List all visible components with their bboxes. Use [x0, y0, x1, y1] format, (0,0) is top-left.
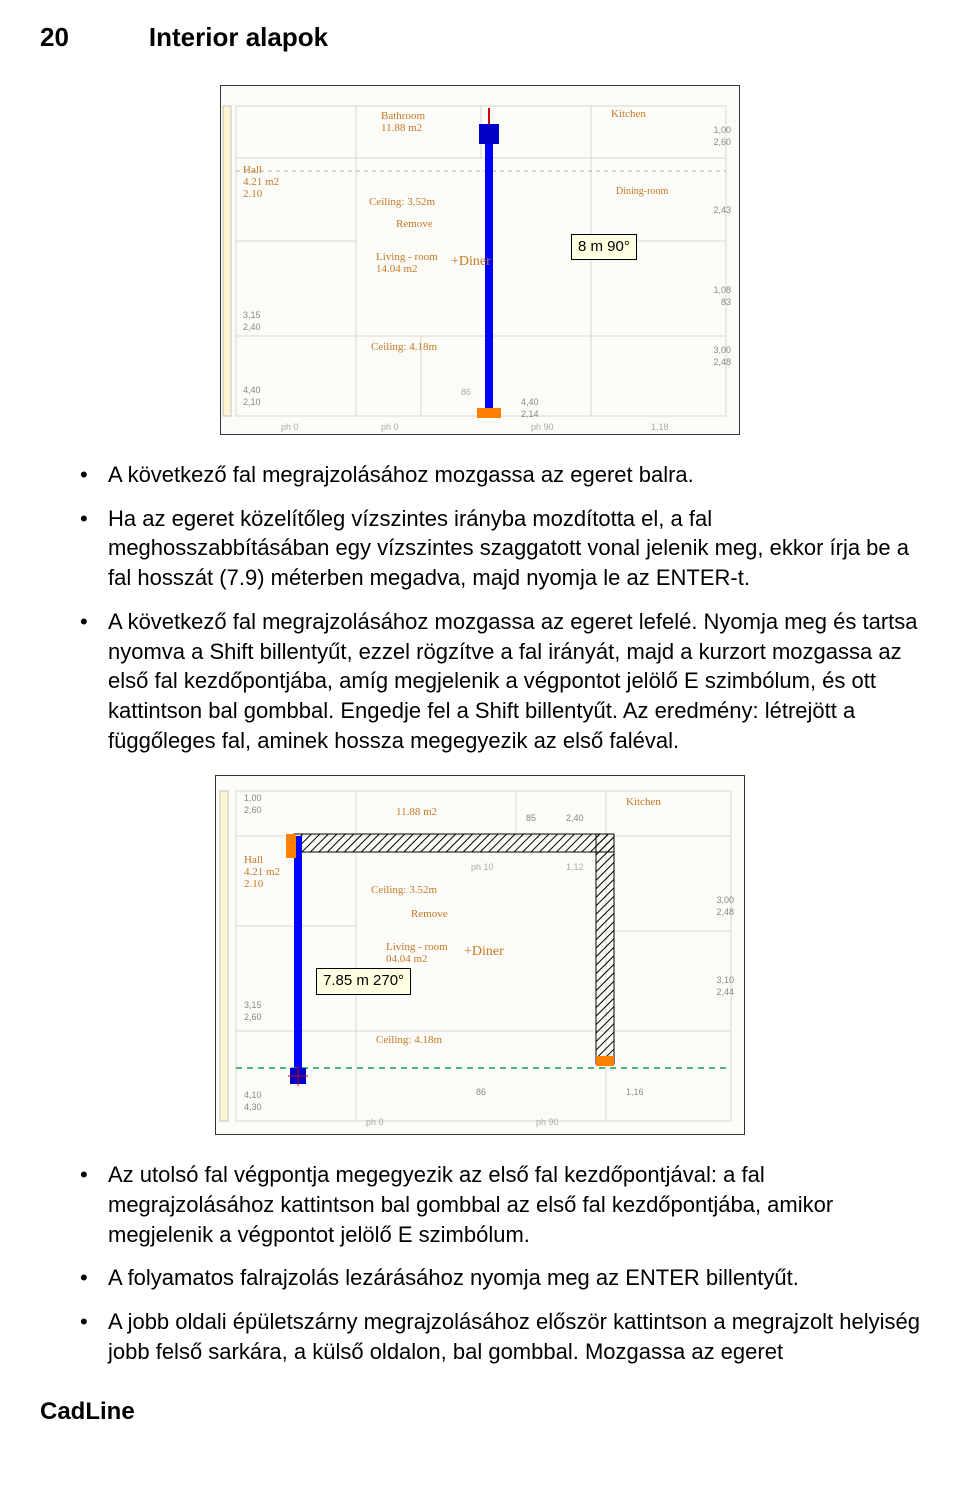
- figure2-container: 11.88 m2 Kitchen Hall 4.21 m2 2.10 Livin…: [40, 775, 920, 1135]
- fig2-d244: 2,44: [716, 988, 734, 997]
- fig2-d260a: 2,60: [244, 806, 262, 815]
- fig1-bathroom-dim: 11.88 m2: [381, 122, 422, 134]
- fig1-d260a: 2,60: [713, 138, 731, 147]
- fig2-d240: 2,40: [566, 814, 584, 823]
- fig1-d210: 2,10: [243, 398, 261, 407]
- figure1-tooltip: 8 m 90°: [571, 234, 637, 260]
- bullets-bottom: Az utolsó fal végpontja megegyezik az el…: [40, 1160, 920, 1366]
- fig1-ph0a: ph 0: [281, 421, 299, 433]
- fig1-d440a: 4,40: [243, 386, 261, 395]
- fig1-d243: 2,43: [713, 206, 731, 215]
- bullet-item: Az utolsó fal végpontja megegyezik az el…: [80, 1160, 920, 1249]
- fig1-ceiling2: Ceiling: 4.18m: [371, 341, 437, 353]
- page-number: 20: [40, 20, 69, 55]
- fig2-ph0a: ph 0: [366, 1116, 384, 1128]
- fig2-d116: 1,16: [626, 1088, 644, 1097]
- fig1-d315: 3,15: [243, 311, 261, 320]
- fig1-ph90a: ph 90: [531, 421, 554, 433]
- bullet-item: A következő fal megrajzolásához mozgassa…: [80, 607, 920, 755]
- fig2-d248: 2,48: [716, 908, 734, 917]
- fig1-d440b: 4,40: [521, 398, 539, 407]
- fig1-hall: Hall: [243, 164, 262, 176]
- fig2-ph90: ph 90: [536, 1116, 559, 1128]
- fig2-diner: +Diner: [464, 944, 504, 959]
- fig2-d112: 1,12: [566, 861, 584, 873]
- fig1-d83: 83: [721, 298, 731, 307]
- fig1-d248: 2,48: [713, 358, 731, 367]
- fig1-d86: 86: [461, 386, 471, 398]
- fig2-d310: 3,10: [716, 976, 734, 985]
- fig1-d214: 2,14: [521, 410, 539, 419]
- fig1-ph0b: ph 0: [381, 421, 399, 433]
- fig2-ceiling1: Ceiling: 3.52m: [371, 884, 437, 896]
- fig2-d315: 3,15: [244, 1001, 262, 1010]
- fig1-d100: 1,00: [713, 126, 731, 135]
- page-title: Interior alapok: [149, 20, 328, 55]
- fig2-d410: 4,10: [244, 1091, 262, 1100]
- fig1-d118: 1,18: [651, 421, 669, 433]
- figure1-container: Bathroom 11.88 m2 Kitchen Hall 4.21 m2 2…: [40, 85, 920, 435]
- fig2-d86: 86: [476, 1088, 486, 1097]
- fig2-ceiling2: Ceiling: 4.18m: [376, 1034, 442, 1046]
- fig2-kitchen: Kitchen: [626, 796, 661, 808]
- fig2-d300: 3,00: [716, 896, 734, 905]
- fig2-living-dim: 04.04 m2: [386, 953, 428, 965]
- fig1-ceiling1: Ceiling: 3.52m: [369, 196, 435, 208]
- fig1-dining: Dining-room: [616, 186, 668, 197]
- fig2-d85: 85: [526, 814, 536, 823]
- fig1-hall-dims: 4.21 m2 2.10: [243, 176, 279, 200]
- fig1-d108: 1,08: [713, 286, 731, 295]
- fig1-living: Living - room: [376, 251, 438, 263]
- figure2: 11.88 m2 Kitchen Hall 4.21 m2 2.10 Livin…: [215, 775, 745, 1135]
- fig1-living-dim: 14.04 m2: [376, 263, 418, 275]
- bullet-item: A következő fal megrajzolásához mozgassa…: [80, 460, 920, 490]
- fig2-remove: Remove: [411, 908, 448, 920]
- fig2-living: Living - room: [386, 941, 448, 953]
- page-header: 20 Interior alapok: [40, 20, 920, 55]
- fig1-d240: 2,40: [243, 323, 261, 332]
- bullet-item: A folyamatos falrajzolás lezárásához nyo…: [80, 1263, 920, 1293]
- fig2-d430: 4,30: [244, 1103, 262, 1112]
- footer-brand: CadLine: [40, 1396, 920, 1428]
- fig1-remove: Remove: [396, 218, 433, 230]
- bullets-top: A következő fal megrajzolásához mozgassa…: [40, 460, 920, 755]
- fig1-bathroom: Bathroom: [381, 110, 425, 122]
- figure2-tooltip: 7.85 m 270°: [316, 968, 411, 994]
- bullet-item: A jobb oldali épületszárny megrajzolásáh…: [80, 1307, 920, 1366]
- fig1-d300: 3,00: [713, 346, 731, 355]
- bullet-item: Ha az egeret közelítőleg vízszintes irán…: [80, 504, 920, 593]
- fig2-hall: Hall: [244, 854, 263, 866]
- fig2-bathroom-dim: 11.88 m2: [396, 806, 437, 818]
- fig2-ph10: ph 10: [471, 861, 494, 873]
- fig2-hall-dims: 4.21 m2 2.10: [244, 866, 280, 890]
- fig2-d260b: 2,60: [244, 1013, 262, 1022]
- fig1-kitchen: Kitchen: [611, 108, 646, 120]
- fig2-d100: 1,00: [244, 794, 262, 803]
- figure1: Bathroom 11.88 m2 Kitchen Hall 4.21 m2 2…: [220, 85, 740, 435]
- fig1-diner: +Diner: [451, 254, 491, 269]
